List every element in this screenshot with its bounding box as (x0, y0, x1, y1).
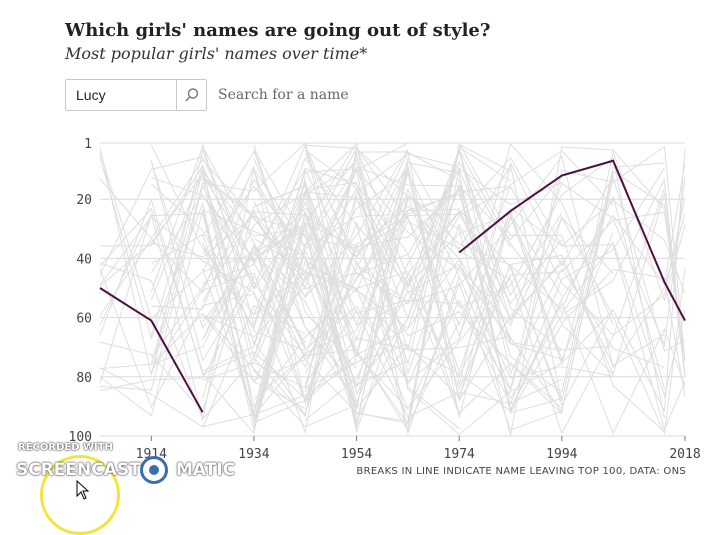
background-name-line (202, 143, 358, 365)
background-name-line (253, 163, 409, 426)
search-button[interactable] (176, 80, 207, 110)
background-name-line (99, 198, 563, 409)
background-name-line (99, 158, 306, 289)
background-name-line (99, 147, 255, 376)
background-name-line (202, 176, 306, 435)
background-name-line (304, 146, 511, 403)
highlighted-line-segment (458, 159, 686, 322)
page-title: Which girls' names are going out of styl… (65, 20, 491, 41)
highlighted-line-segment (99, 287, 204, 413)
background-name-line (253, 222, 358, 416)
background-name-line (150, 156, 665, 419)
background-name-line (99, 245, 358, 409)
background-name-line (150, 193, 511, 428)
background-name-line (99, 165, 255, 317)
background-name-line (253, 180, 665, 396)
background-name-line (304, 142, 686, 436)
background-name-line (202, 215, 686, 397)
y-tick-label: 40 (76, 252, 92, 267)
y-tick-label: 100 (69, 430, 92, 445)
screencast-watermark: RECORDED WITH SCREENCAST MATIC (14, 440, 244, 500)
background-lines (99, 142, 686, 436)
background-name-line (150, 177, 686, 435)
background-name-line (253, 243, 409, 383)
background-name-line (99, 163, 357, 346)
background-name-line (202, 313, 306, 409)
y-tick-label: 20 (76, 193, 92, 208)
x-tick-label: 1934 (238, 447, 269, 462)
page-subtitle: Most popular girls' names over time* (65, 44, 368, 63)
background-name-line (253, 149, 562, 360)
background-name-line (253, 142, 358, 260)
background-name-line (304, 145, 686, 336)
mouse-cursor-icon (76, 480, 90, 500)
background-name-line (202, 343, 409, 389)
background-name-line (253, 147, 409, 364)
y-axis-ticks: 1 20 40 60 80 100 (69, 137, 92, 445)
background-name-line (304, 187, 409, 319)
x-axis-ticks: 1914 1934 1954 1974 1994 2018 (136, 436, 701, 462)
y-tick-label: 80 (76, 371, 92, 386)
y-tick-label: 1 (84, 137, 92, 152)
screencast-logo-icon (140, 456, 168, 484)
background-name-line (202, 157, 686, 431)
watermark-brand1: SCREENCAST (16, 460, 141, 480)
background-name-line (305, 144, 665, 436)
background-name-line (253, 148, 686, 417)
background-name-line (304, 309, 563, 418)
background-name-line (202, 142, 409, 338)
x-tick-label: 1994 (546, 447, 577, 462)
search-hint: Search for a name (218, 87, 349, 103)
background-name-line (253, 158, 686, 432)
background-name-line (253, 180, 460, 426)
chart-footnote: BREAKS IN LINE INDICATE NAME LEAVING TOP… (356, 466, 686, 477)
background-name-line (304, 149, 511, 351)
search-icon (185, 88, 199, 102)
chart-gridlines (100, 142, 685, 437)
background-name-line (202, 166, 563, 420)
background-name-line (253, 167, 665, 405)
x-tick-label: 1954 (341, 447, 372, 462)
background-name-line (150, 145, 306, 348)
background-name-line (253, 149, 686, 388)
background-name-line (202, 168, 563, 329)
background-name-line (202, 185, 511, 255)
background-name-line (150, 209, 357, 404)
background-name-line (253, 145, 460, 435)
background-name-line (304, 151, 614, 418)
background-name-line (99, 157, 511, 391)
background-name-line (99, 215, 255, 293)
x-tick-label: 1974 (444, 447, 475, 462)
y-tick-label: 60 (76, 312, 92, 327)
background-name-line (99, 156, 686, 436)
x-tick-label: 2018 (669, 447, 700, 462)
background-name-line (99, 244, 306, 402)
background-name-line (253, 169, 460, 425)
background-name-line (150, 170, 614, 415)
search-input[interactable] (66, 80, 176, 110)
background-name-line (99, 152, 460, 429)
background-name-line (202, 142, 614, 384)
background-name-line (99, 212, 204, 419)
background-name-line (150, 161, 562, 423)
background-name-line (305, 264, 686, 435)
watermark-line1: RECORDED WITH (18, 442, 113, 453)
watermark-brand2: MATIC (176, 460, 236, 480)
highlighted-series (99, 159, 686, 413)
background-name-line (304, 208, 563, 402)
background-name-line (202, 143, 511, 340)
search-box (65, 79, 207, 111)
background-name-line (151, 176, 306, 261)
